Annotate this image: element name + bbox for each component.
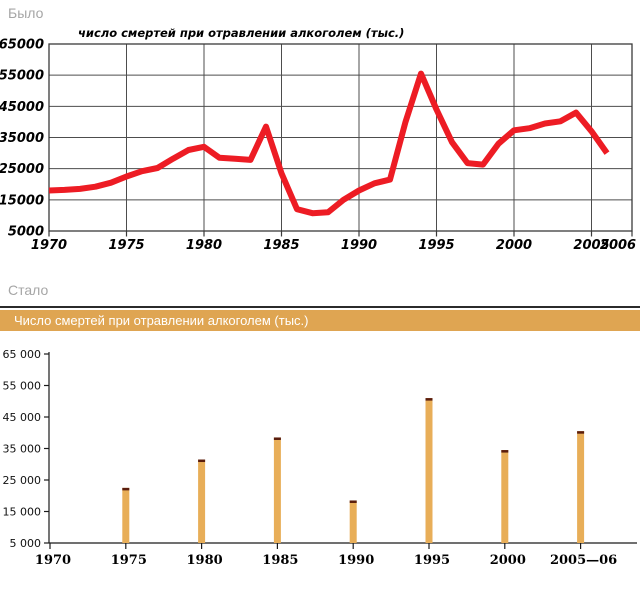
axis-tick-label: 5 000 bbox=[10, 537, 42, 550]
axis-tick-label: 65000 bbox=[0, 38, 44, 53]
axis-tick-label: 25 000 bbox=[3, 474, 42, 487]
chart-title: число смертей при отравлении алкоголем (… bbox=[78, 26, 404, 40]
bar-cap bbox=[273, 437, 281, 440]
line-series bbox=[48, 70, 610, 217]
plot-border bbox=[48, 43, 633, 232]
axis-tick-label: 1970 bbox=[31, 238, 67, 253]
axis-tick-label: 1980 bbox=[186, 238, 222, 253]
axis-tick-label: 45 000 bbox=[3, 411, 42, 424]
axis-tick-label: 25000 bbox=[0, 162, 44, 177]
axis-tick-label: 35000 bbox=[0, 131, 44, 146]
bar-cap bbox=[349, 500, 357, 503]
axis-tick-label: 15000 bbox=[0, 193, 44, 208]
axis-tick-label: 1990 bbox=[341, 238, 377, 253]
axis-tick-label: 55 000 bbox=[3, 380, 42, 393]
after-section-label: Стало bbox=[8, 282, 49, 298]
axis-tick-label: 2005 bbox=[573, 238, 609, 253]
bar-cap bbox=[198, 459, 206, 463]
axis-tick-label: 1995 bbox=[414, 553, 450, 568]
bar bbox=[273, 437, 281, 543]
after-bar-chart: 65 000 55 000 45 000 35 000 25 000 15 000 5 00… bbox=[3, 348, 637, 568]
axis-tick-label: 1995 bbox=[418, 238, 454, 253]
axis-tick-label: 65 000 bbox=[3, 348, 42, 361]
axis-tick-label: 1985 bbox=[263, 238, 299, 253]
bar bbox=[122, 487, 130, 543]
after-chart-header: Число смертей при отравлении алкоголем (… bbox=[0, 310, 640, 331]
axis-tick-label: 1985 bbox=[262, 553, 298, 568]
axis-tick-label: 1970 bbox=[35, 553, 71, 568]
bar bbox=[349, 500, 357, 543]
after-chart-title: Число смертей при отравлении алкоголем (… bbox=[14, 313, 309, 328]
bar bbox=[577, 431, 585, 543]
bar bbox=[425, 398, 433, 543]
axis-tick-label: 5000 bbox=[8, 225, 44, 240]
axis-tick-label: 35 000 bbox=[3, 443, 42, 456]
before-section-label: Было bbox=[8, 5, 44, 21]
section-divider bbox=[0, 306, 640, 308]
axis-tick-label: 1990 bbox=[338, 553, 374, 568]
axis-tick-label: 15 000 bbox=[3, 506, 42, 519]
bar bbox=[501, 450, 509, 543]
bar-cap bbox=[425, 398, 433, 401]
axis-tick-label: 2005—06 bbox=[550, 553, 617, 568]
axis-tick-label: 55000 bbox=[0, 69, 44, 84]
bar bbox=[198, 459, 206, 543]
bar-cap bbox=[577, 431, 585, 434]
axis-tick-label: 2000 bbox=[490, 553, 526, 568]
axis-tick-label: 2000 bbox=[496, 238, 532, 253]
axis-tick-label: 2006 bbox=[600, 238, 636, 253]
axis-tick-label: 1980 bbox=[187, 553, 223, 568]
axis-tick-label: 1975 bbox=[111, 553, 147, 568]
axis-tick-label: 1975 bbox=[108, 238, 144, 253]
bar-cap bbox=[122, 487, 130, 491]
axis-tick-label: 45000 bbox=[0, 100, 44, 115]
bar-cap bbox=[501, 450, 509, 453]
